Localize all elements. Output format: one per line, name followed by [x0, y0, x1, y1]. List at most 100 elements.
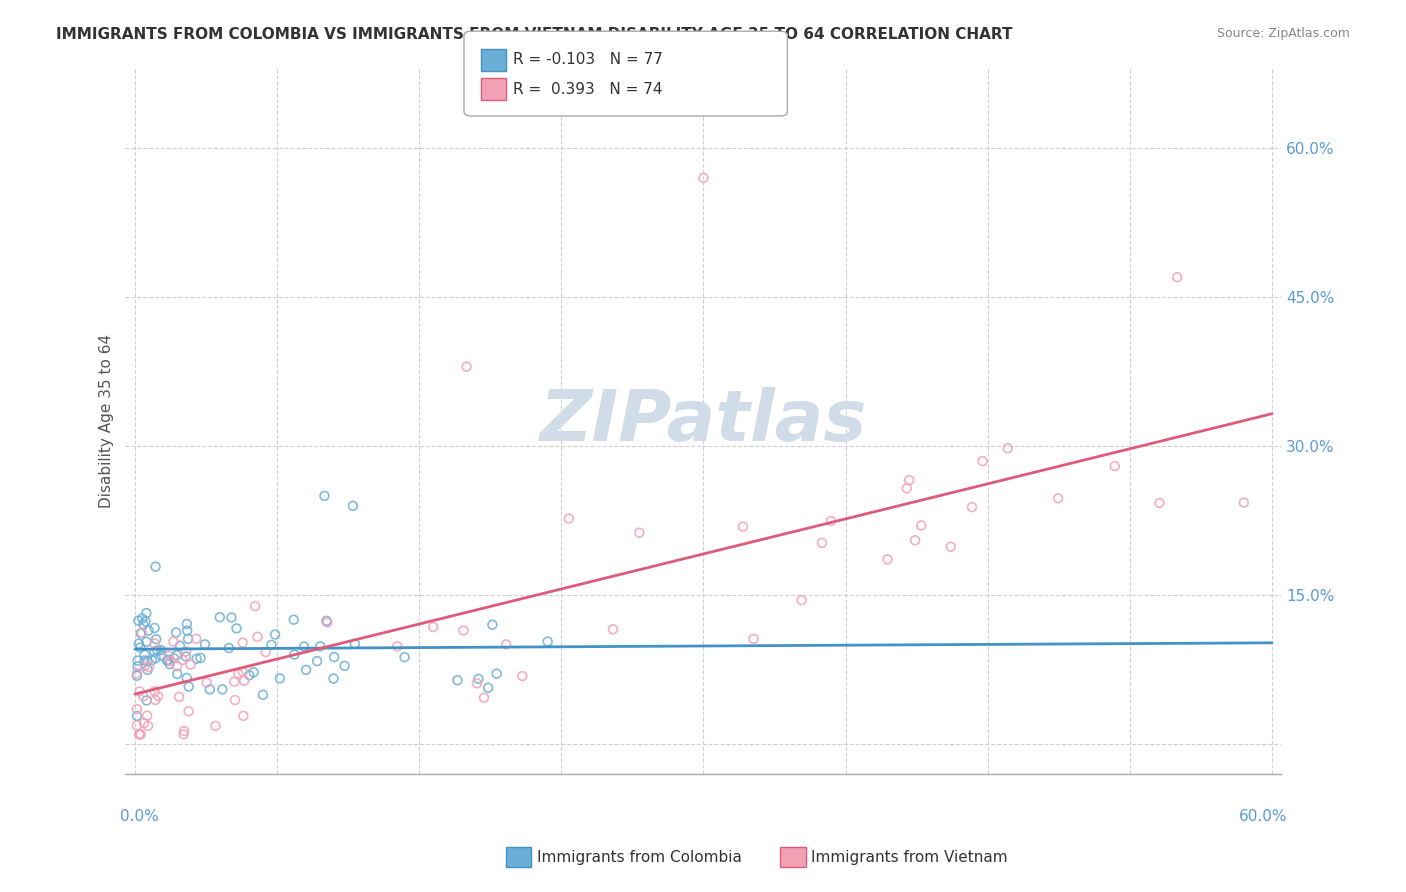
- Immigrants from Vietnam: [177, 704, 200, 718]
- Immigrants from Colombia: [136, 663, 159, 677]
- Immigrants from Vietnam: [558, 511, 581, 525]
- Text: 0.0%: 0.0%: [120, 809, 159, 824]
- Immigrants from Colombia: [536, 634, 558, 648]
- Immigrants from Vietnam: [453, 624, 475, 638]
- Immigrants from Colombia: [141, 653, 163, 667]
- Immigrants from Colombia: [211, 682, 233, 697]
- Immigrants from Vietnam: [820, 514, 842, 528]
- Immigrants from Colombia: [283, 648, 305, 662]
- Immigrants from Vietnam: [876, 552, 898, 566]
- Immigrants from Vietnam: [939, 540, 962, 554]
- Immigrants from Vietnam: [167, 690, 190, 704]
- Text: Immigrants from Colombia: Immigrants from Colombia: [537, 850, 742, 864]
- Immigrants from Vietnam: [246, 630, 269, 644]
- Immigrants from Vietnam: [232, 709, 254, 723]
- Immigrants from Colombia: [342, 499, 364, 513]
- Immigrants from Vietnam: [233, 673, 256, 688]
- Immigrants from Colombia: [225, 621, 247, 635]
- Immigrants from Colombia: [242, 665, 264, 680]
- Immigrants from Vietnam: [173, 727, 195, 741]
- Text: IMMIGRANTS FROM COLOMBIA VS IMMIGRANTS FROM VIETNAM DISABILITY AGE 35 TO 64 CORR: IMMIGRANTS FROM COLOMBIA VS IMMIGRANTS F…: [56, 27, 1012, 42]
- Immigrants from Vietnam: [180, 657, 202, 672]
- Immigrants from Vietnam: [136, 708, 159, 723]
- Immigrants from Colombia: [125, 669, 148, 683]
- Immigrants from Colombia: [132, 617, 155, 632]
- Immigrants from Colombia: [176, 616, 198, 631]
- Immigrants from Vietnam: [132, 716, 155, 731]
- Immigrants from Vietnam: [243, 599, 266, 613]
- Immigrants from Colombia: [176, 671, 198, 685]
- Immigrants from Colombia: [136, 654, 159, 668]
- Immigrants from Colombia: [128, 637, 150, 651]
- Immigrants from Colombia: [314, 489, 336, 503]
- Immigrants from Vietnam: [125, 702, 148, 716]
- Immigrants from Colombia: [165, 625, 187, 640]
- Immigrants from Vietnam: [1166, 270, 1188, 285]
- Immigrants from Colombia: [292, 640, 315, 654]
- Immigrants from Colombia: [394, 650, 416, 665]
- Immigrants from Vietnam: [731, 519, 754, 533]
- Immigrants from Vietnam: [162, 634, 184, 648]
- Immigrants from Colombia: [221, 610, 243, 624]
- Immigrants from Colombia: [146, 643, 169, 657]
- Immigrants from Colombia: [323, 650, 346, 665]
- Immigrants from Vietnam: [456, 359, 478, 374]
- Immigrants from Vietnam: [904, 533, 927, 548]
- Immigrants from Colombia: [131, 611, 153, 625]
- Immigrants from Colombia: [135, 635, 157, 649]
- Immigrants from Colombia: [166, 648, 188, 662]
- Text: R = -0.103   N = 77: R = -0.103 N = 77: [513, 53, 664, 67]
- Immigrants from Vietnam: [138, 660, 160, 674]
- Immigrants from Colombia: [127, 659, 149, 673]
- Immigrants from Colombia: [176, 624, 198, 638]
- Immigrants from Vietnam: [1149, 496, 1171, 510]
- Immigrants from Vietnam: [129, 727, 152, 741]
- Immigrants from Colombia: [177, 680, 200, 694]
- Immigrants from Colombia: [145, 632, 167, 647]
- Immigrants from Vietnam: [232, 635, 254, 649]
- Immigrants from Vietnam: [143, 636, 166, 650]
- Immigrants from Vietnam: [972, 454, 994, 468]
- Immigrants from Colombia: [166, 666, 188, 681]
- Immigrants from Vietnam: [1104, 459, 1126, 474]
- Immigrants from Colombia: [135, 615, 157, 629]
- Immigrants from Colombia: [156, 654, 179, 668]
- Immigrants from Colombia: [156, 653, 179, 667]
- Immigrants from Vietnam: [232, 665, 254, 679]
- Immigrants from Colombia: [208, 610, 231, 624]
- Immigrants from Vietnam: [132, 690, 155, 704]
- Immigrants from Vietnam: [997, 441, 1019, 455]
- Immigrants from Colombia: [309, 640, 332, 654]
- Immigrants from Vietnam: [186, 632, 208, 646]
- Immigrants from Colombia: [194, 637, 217, 651]
- Immigrants from Vietnam: [422, 620, 444, 634]
- Immigrants from Vietnam: [602, 622, 624, 636]
- Immigrants from Vietnam: [1233, 495, 1256, 509]
- Immigrants from Vietnam: [129, 727, 152, 741]
- Immigrants from Colombia: [322, 672, 344, 686]
- Immigrants from Colombia: [138, 624, 160, 638]
- Immigrants from Vietnam: [224, 674, 246, 689]
- Immigrants from Colombia: [135, 606, 157, 620]
- Immigrants from Colombia: [333, 659, 356, 673]
- Immigrants from Colombia: [129, 640, 152, 655]
- Immigrants from Vietnam: [224, 693, 246, 707]
- Immigrants from Colombia: [134, 648, 156, 662]
- Immigrants from Colombia: [134, 653, 156, 667]
- Immigrants from Colombia: [127, 654, 149, 668]
- Immigrants from Colombia: [481, 617, 503, 632]
- Immigrants from Vietnam: [125, 718, 148, 732]
- Immigrants from Vietnam: [960, 500, 983, 515]
- Immigrants from Vietnam: [790, 593, 813, 607]
- Immigrants from Colombia: [269, 672, 291, 686]
- Immigrants from Vietnam: [146, 689, 169, 703]
- Immigrants from Vietnam: [128, 727, 150, 741]
- Immigrants from Vietnam: [742, 632, 765, 646]
- Immigrants from Colombia: [238, 668, 260, 682]
- Immigrants from Colombia: [145, 559, 167, 574]
- Text: Immigrants from Vietnam: Immigrants from Vietnam: [811, 850, 1008, 864]
- Immigrants from Colombia: [174, 649, 197, 664]
- Immigrants from Vietnam: [195, 675, 218, 690]
- Immigrants from Colombia: [198, 682, 221, 697]
- Immigrants from Vietnam: [204, 719, 226, 733]
